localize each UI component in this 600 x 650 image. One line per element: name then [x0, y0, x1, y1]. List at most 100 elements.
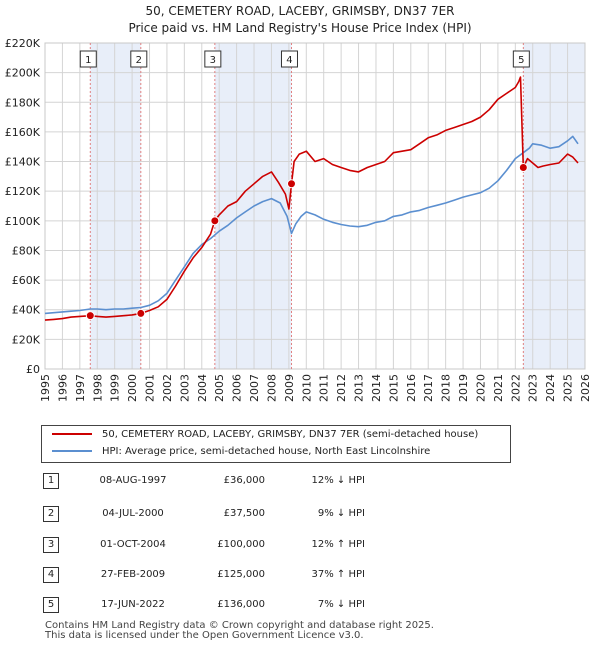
x-tick-label: 1996 [56, 374, 69, 402]
sale-price: £136,000 [217, 599, 265, 610]
sale-date: 27-FEB-2009 [100, 569, 166, 580]
sale-date: 01-OCT-2004 [100, 539, 166, 550]
y-tick-label: £160K [5, 126, 41, 139]
sale-badge-label: 5 [518, 55, 524, 66]
sale-number-badge: 4 [43, 567, 59, 583]
legend-label-hpi: HPI: Average price, semi-detached house,… [102, 446, 431, 457]
y-tick-label: £220K [5, 37, 41, 50]
x-tick-label: 2011 [318, 374, 331, 402]
y-tick-label: £180K [5, 96, 41, 109]
sale-price: £36,000 [223, 475, 265, 486]
x-tick-label: 1998 [91, 374, 104, 402]
sale-hpi-diff: 12% ↓ HPI [311, 475, 365, 486]
sale-number-badge: 2 [43, 506, 59, 522]
x-tick-label: 2013 [353, 374, 366, 402]
x-tick-label: 2001 [144, 374, 157, 402]
legend-item-hpi: HPI: Average price, semi-detached house,… [52, 444, 430, 460]
sale-price: £125,000 [217, 569, 265, 580]
legend: 50, CEMETERY ROAD, LACEBY, GRIMSBY, DN37… [41, 425, 511, 463]
x-tick-label: 2012 [335, 374, 348, 402]
sale-date: 08-AUG-1997 [99, 475, 167, 486]
sale-badge-label: 2 [136, 55, 142, 66]
x-tick-label: 2024 [544, 374, 557, 402]
x-tick-label: 2003 [178, 374, 191, 402]
x-tick-label: 2022 [509, 374, 522, 402]
sale-price: £100,000 [217, 539, 265, 550]
sale-hpi-diff: 9% ↓ HPI [317, 508, 365, 519]
x-tick-label: 2014 [370, 374, 383, 402]
y-tick-label: £20K [12, 333, 41, 346]
legend-label-property: 50, CEMETERY ROAD, LACEBY, GRIMSBY, DN37… [102, 429, 479, 440]
x-tick-label: 2002 [161, 374, 174, 402]
y-tick-label: £40K [12, 304, 41, 317]
footer: Contains HM Land Registry data © Crown c… [45, 621, 434, 641]
y-tick-label: £80K [12, 244, 41, 257]
property-series-line [44, 76, 579, 321]
x-tick-label: 2016 [405, 374, 418, 402]
sale-number-badge: 5 [43, 597, 59, 613]
y-tick-label: £200K [5, 67, 41, 80]
x-tick-label: 2019 [457, 374, 470, 402]
sale-number-badge: 1 [43, 473, 59, 489]
footer-license: This data is licensed under the Open Gov… [45, 630, 364, 641]
y-tick-label: £0 [26, 363, 40, 376]
sale-date: 04-JUL-2000 [102, 508, 164, 519]
sale-badge-box [79, 50, 97, 68]
x-tick-label: 2023 [527, 374, 540, 402]
x-tick-label: 2017 [422, 374, 435, 402]
footer-copyright: Contains HM Land Registry data © Crown c… [45, 620, 434, 631]
x-tick-label: 2006 [231, 374, 244, 402]
legend-swatch-property [52, 433, 92, 435]
x-tick-label: 2008 [265, 374, 278, 402]
y-tick-label: £100K [5, 215, 41, 228]
sale-point [518, 162, 528, 172]
price-chart: 1 2 3 4 5 £0 £20K £40K £60K £80K £100K £120K £140K £… [5, 37, 592, 402]
chart-title-line2: Price paid vs. HM Land Registry's House … [128, 21, 472, 35]
x-tick-label: 2021 [492, 374, 505, 402]
sale-badge-label: 4 [286, 55, 292, 66]
hpi-series-line [44, 135, 579, 315]
sale-hpi-diff: 12% ↑ HPI [311, 539, 365, 550]
x-tick-label: 1999 [109, 374, 122, 402]
x-tick-label: 2025 [562, 374, 575, 402]
sale-number-badge: 3 [43, 537, 59, 553]
sale-row: 4 27-FEB-2009 £125,000 37% ↑ HPI [43, 566, 463, 584]
sale-badge-label: 1 [85, 55, 91, 66]
sale-badge-box [130, 50, 148, 68]
legend-item-property: 50, CEMETERY ROAD, LACEBY, GRIMSBY, DN37… [52, 427, 478, 443]
x-tick-label: 2000 [126, 374, 139, 402]
sale-row: 5 17-JUN-2022 £136,000 7% ↓ HPI [43, 596, 463, 614]
x-tick-label: 2009 [283, 374, 296, 402]
sale-badge-label: 3 [210, 55, 216, 66]
x-tick-label: 2010 [300, 374, 313, 402]
legend-swatch-hpi [52, 450, 92, 452]
x-tick-label: 2004 [196, 374, 209, 402]
sale-row: 1 08-AUG-1997 £36,000 12% ↓ HPI [43, 472, 463, 490]
x-tick-label: 2020 [474, 374, 487, 402]
sale-point [286, 179, 296, 189]
y-tick-label: £140K [5, 156, 41, 169]
x-tick-label: 2018 [440, 374, 453, 402]
chart-title-line1: 50, CEMETERY ROAD, LACEBY, GRIMSBY, DN37… [145, 4, 455, 18]
sale-badge-box [512, 50, 530, 68]
ownership-period-shade [523, 43, 585, 369]
sale-date: 17-JUN-2022 [101, 599, 165, 610]
y-tick-label: £120K [5, 185, 41, 198]
sale-point [85, 311, 95, 321]
sale-row: 3 01-OCT-2004 £100,000 12% ↑ HPI [43, 536, 463, 554]
y-tick-label: £60K [12, 274, 41, 287]
x-tick-label: 2005 [213, 374, 226, 402]
ownership-period-shade [90, 43, 141, 369]
sale-row: 2 04-JUL-2000 £37,500 9% ↓ HPI [43, 505, 463, 523]
sale-badge-box [204, 50, 222, 68]
x-tick-label: 2015 [387, 374, 400, 402]
sale-price: £37,500 [223, 508, 265, 519]
sale-hpi-diff: 37% ↑ HPI [311, 569, 365, 580]
x-tick-label: 1995 [39, 374, 52, 402]
sale-point [210, 216, 220, 226]
x-tick-label: 2026 [579, 374, 592, 402]
x-tick-label: 2007 [248, 374, 261, 402]
sale-hpi-diff: 7% ↓ HPI [317, 599, 365, 610]
sale-point [136, 308, 146, 318]
x-tick-label: 1997 [74, 374, 87, 402]
